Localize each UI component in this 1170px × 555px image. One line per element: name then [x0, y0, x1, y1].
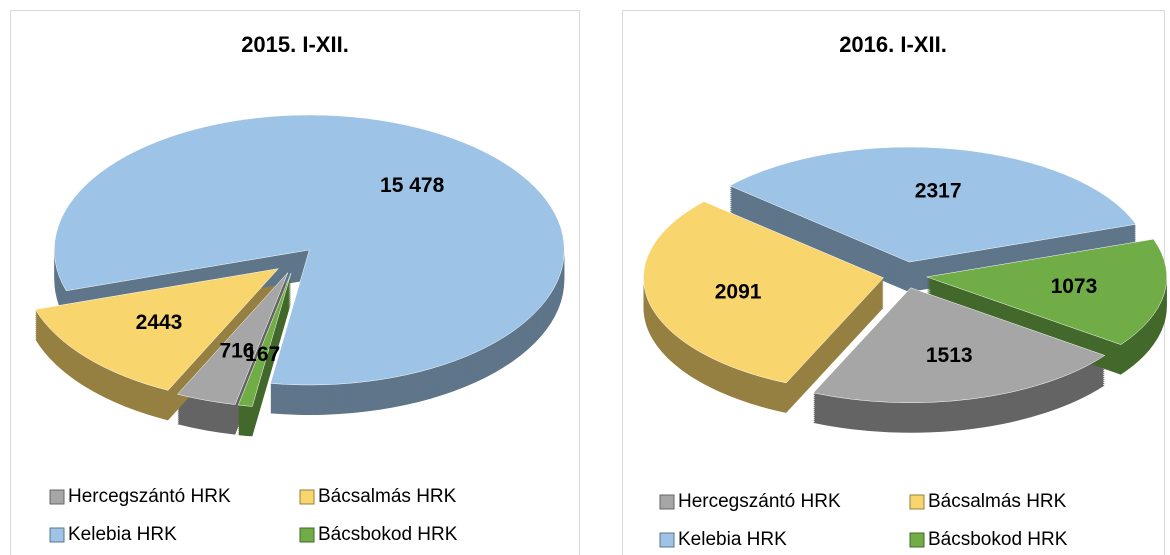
legend-marker — [49, 527, 65, 543]
data-label: 2443 — [136, 311, 183, 334]
legend-marker — [659, 532, 675, 548]
data-label: 1513 — [926, 344, 973, 367]
legend-label: Bácsalmás HRK — [928, 491, 1067, 512]
data-label: 716 — [219, 339, 254, 362]
legend-label: Bácsalmás HRK — [318, 486, 457, 507]
slice — [237, 272, 292, 407]
slice — [729, 146, 1137, 263]
data-label: 15 478 — [380, 174, 445, 197]
slice — [54, 114, 565, 386]
legend-label: Bácsbokod HRK — [318, 524, 458, 545]
legend-label: Kelebia HRK — [678, 529, 787, 550]
slice — [926, 238, 1167, 345]
legend-marker — [909, 532, 925, 548]
legend-label: Hercegszántó HRK — [678, 491, 841, 512]
legend-marker — [299, 489, 315, 505]
slice — [34, 268, 280, 391]
legend-label: Bácsbokod HRK — [928, 529, 1068, 550]
chart-title: 2015. I-XII. — [241, 32, 349, 57]
chart-title: 2016. I-XII. — [839, 32, 947, 57]
data-label: 1073 — [1051, 275, 1098, 298]
legend-marker — [909, 494, 925, 510]
legend-label: Hercegszántó HRK — [68, 486, 231, 507]
legend-label: Kelebia HRK — [68, 524, 177, 545]
data-label: 2317 — [915, 180, 962, 203]
data-label: 167 — [245, 343, 280, 366]
legend-marker — [49, 489, 65, 505]
data-label: 2091 — [715, 280, 762, 303]
legend-marker — [659, 494, 675, 510]
slice — [177, 272, 289, 405]
legend-marker — [299, 527, 315, 543]
slice — [812, 287, 1106, 403]
slice — [643, 201, 884, 384]
